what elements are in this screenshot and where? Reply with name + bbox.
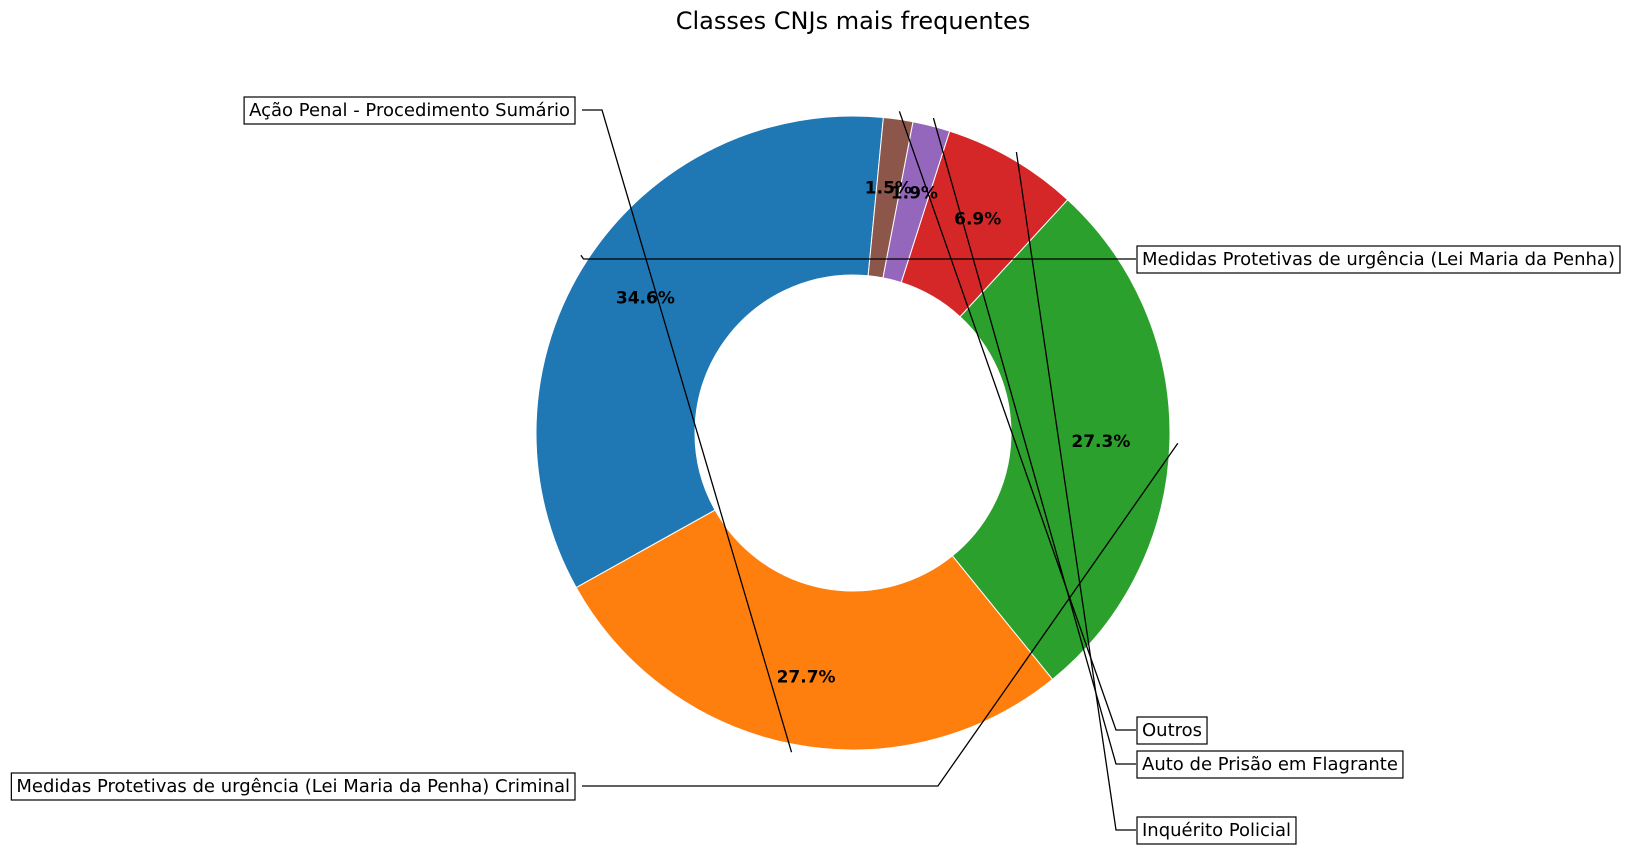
- percent-label: 27.3%: [1071, 432, 1130, 452]
- leader-line: [582, 109, 793, 753]
- slice-acao-penal-procedimento-sumario: [575, 509, 1054, 751]
- leader-line: [580, 254, 1136, 260]
- callout-box: [1136, 816, 1297, 845]
- slice-medidas-protetivas-de-urgencia-lei-maria-da-penha-criminal: [951, 199, 1171, 681]
- callout-box: [243, 96, 576, 125]
- donut-slices: [535, 115, 1171, 751]
- slice-label: Outros: [1142, 720, 1202, 741]
- chart-title: Classes CNJs mais frequentes: [676, 7, 1031, 35]
- percent-label: 6.9%: [954, 210, 1001, 230]
- callout-medidas-protetivas-de-urgencia-lei-maria-da-penha: Medidas Protetivas de urgência (Lei Mari…: [1136, 245, 1621, 274]
- callout-outros: Outros: [1136, 716, 1208, 745]
- slice-outros: [867, 116, 914, 279]
- callout-box: [1136, 716, 1208, 745]
- callout-medidas-protetivas-de-urgencia-lei-maria-da-penha-criminal: Medidas Protetivas de urgência (Lei Mari…: [10, 772, 576, 801]
- callout-acao-penal-procedimento-sumario: Ação Penal - Procedimento Sumário: [243, 96, 576, 125]
- percent-label: 27.7%: [777, 668, 836, 688]
- leader-line: [582, 442, 1179, 787]
- slice-label: Auto de Prisão em Flagrante: [1142, 754, 1398, 775]
- callout-auto-de-prisao-em-flagrante: Auto de Prisão em Flagrante: [1136, 750, 1404, 779]
- slice-label: Ação Penal - Procedimento Sumário: [249, 100, 570, 121]
- leader-line: [932, 117, 1136, 765]
- callout-inquerito-policial: Inquérito Policial: [1136, 816, 1297, 845]
- slice-callouts: Medidas Protetivas de urgência (Lei Mari…: [10, 96, 1621, 845]
- callout-box: [1136, 750, 1404, 779]
- leader-line: [1015, 151, 1136, 831]
- leader-line: [898, 111, 1136, 731]
- callout-box: [1136, 245, 1621, 274]
- slice-label: Medidas Protetivas de urgência (Lei Mari…: [16, 776, 570, 797]
- percent-label: 1.5%: [865, 179, 912, 199]
- slice-label: Medidas Protetivas de urgência (Lei Mari…: [1142, 249, 1615, 270]
- slice-label: Inquérito Policial: [1142, 820, 1291, 841]
- percent-label: 34.6%: [616, 288, 675, 308]
- slice-medidas-protetivas-de-urgencia-lei-maria-da-penha: [535, 115, 884, 589]
- callout-box: [10, 772, 576, 801]
